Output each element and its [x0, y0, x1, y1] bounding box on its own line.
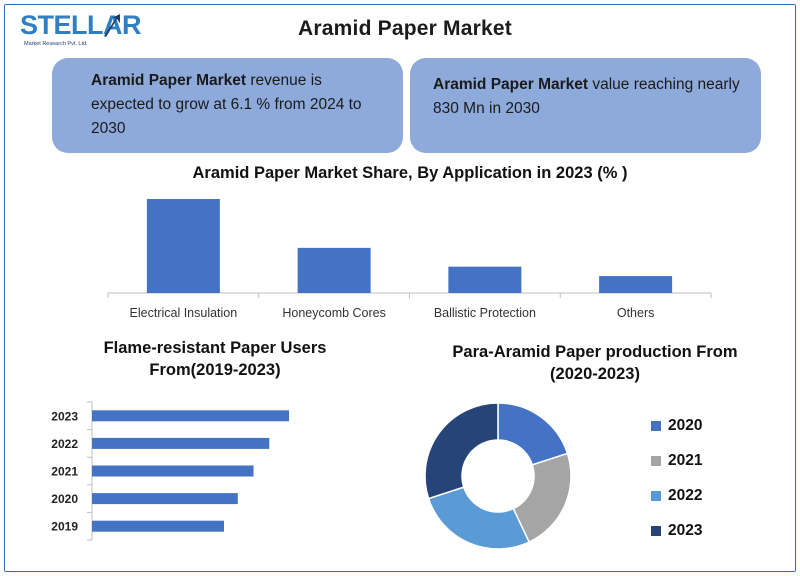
legend-item-2021: 2021	[651, 443, 702, 478]
bar-ballistic-protection	[448, 266, 522, 293]
legend-swatch	[651, 525, 661, 536]
logo-wordmark: STELLAR	[20, 10, 142, 40]
x-tick-label: Electrical Insulation	[130, 306, 238, 320]
legend-item-2022: 2022	[651, 478, 702, 513]
x-tick-label: Others	[617, 306, 655, 320]
y-tick-label: 2022	[51, 437, 78, 451]
legend-item-2020: 2020	[651, 408, 702, 443]
info-box-value: Aramid Paper Market value reaching nearl…	[410, 58, 761, 153]
bar-honeycomb-cores	[297, 247, 371, 293]
legend-swatch	[651, 490, 661, 501]
info-box-growth-text: revenue is expected to grow at 6.1 % fro…	[91, 72, 362, 137]
flame-chart-title: Flame-resistant Paper Users From(2019-20…	[103, 339, 327, 379]
donut-legend: 2020 2021 2022 2023	[651, 408, 702, 548]
arrow-icon	[104, 14, 120, 37]
page-title: Aramid Paper Market	[298, 17, 512, 40]
donut-chart-title: Para-Aramid Paper production From (2020-…	[452, 343, 738, 383]
info-box-value-bold: Aramid Paper Market	[433, 76, 589, 93]
x-tick-label: Honeycomb Cores	[282, 306, 386, 320]
legend-swatch	[651, 455, 661, 466]
info-box-growth: Aramid Paper Market revenue is expected …	[52, 58, 403, 153]
application-chart-title: Aramid Paper Market Share, By Applicatio…	[192, 164, 628, 182]
y-tick-label: 2021	[51, 465, 78, 479]
bar-2019	[92, 520, 224, 532]
info-box-growth-bold: Aramid Paper Market	[91, 72, 247, 89]
bar-2021	[92, 465, 254, 477]
donut-slice-2023	[424, 402, 499, 500]
bar-electrical-insulation	[146, 199, 220, 293]
logo-subtitle: Market Research Pvt. Ltd.	[24, 41, 88, 47]
bar-2023	[92, 410, 289, 422]
legend-swatch	[651, 420, 661, 431]
y-tick-label: 2019	[51, 520, 78, 534]
legend-label: 2021	[668, 451, 703, 469]
info-box-value-text: value reaching nearly 830 Mn in 2030	[433, 76, 740, 117]
logo: STELLAR Market Research Pvt. Ltd.	[20, 8, 142, 54]
donut-slice-2022	[427, 486, 531, 550]
legend-label: 2023	[668, 521, 703, 539]
bar-2022	[92, 437, 270, 449]
donut-slice-2020	[497, 402, 569, 466]
x-tick-label: Ballistic Protection	[434, 306, 536, 320]
frame-border	[4, 4, 796, 572]
y-tick-label: 2023	[51, 409, 78, 423]
bar-others	[599, 276, 673, 293]
legend-item-2023: 2023	[651, 513, 702, 548]
bar-2020	[92, 493, 238, 505]
y-tick-label: 2020	[51, 492, 78, 506]
legend-label: 2022	[668, 486, 703, 504]
legend-label: 2020	[668, 416, 703, 434]
